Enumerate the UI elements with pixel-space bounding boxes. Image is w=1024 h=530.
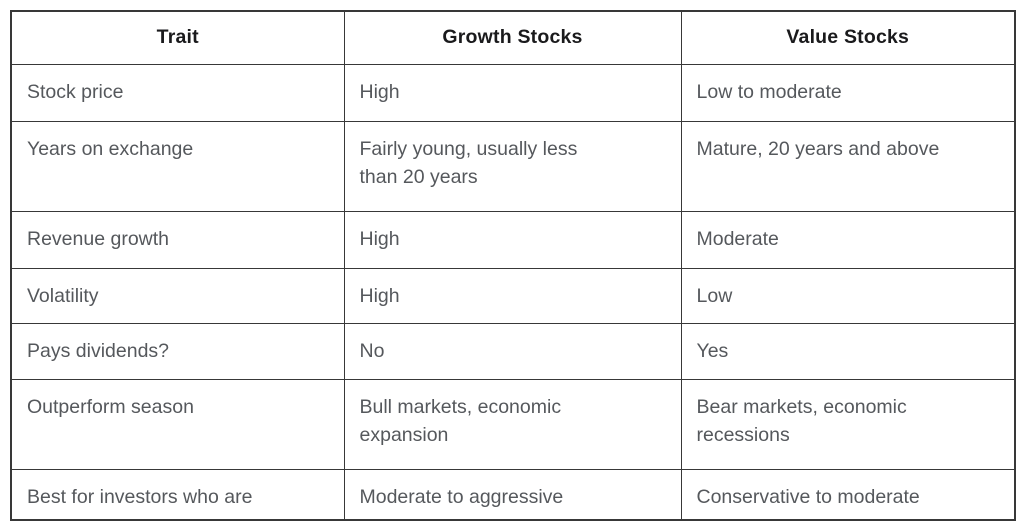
table-row: Years on exchange Fairly young, usually … bbox=[10, 120, 1016, 212]
cell-growth-stocks: No bbox=[343, 322, 682, 380]
comparison-table-container: Trait Growth Stocks Value Stocks Stock p… bbox=[10, 10, 1016, 521]
table-row: Volatility High Low bbox=[10, 267, 1016, 324]
table-row: Revenue growth High Moderate bbox=[10, 210, 1016, 269]
column-header-trait: Trait bbox=[10, 10, 345, 65]
header-row: Trait Growth Stocks Value Stocks bbox=[10, 10, 1016, 65]
cell-value-stocks: Yes bbox=[680, 322, 1016, 380]
table-row: Stock price High Low to moderate bbox=[10, 63, 1016, 122]
cell-growth-stocks: High bbox=[343, 210, 682, 269]
cell-value-stocks: Low to moderate bbox=[680, 63, 1016, 122]
cell-growth-stocks: Moderate to aggressive bbox=[343, 468, 682, 520]
cell-trait: Years on exchange bbox=[10, 120, 345, 212]
cell-value-stocks: Bear markets, economic recessions bbox=[680, 378, 1016, 470]
cell-growth-stocks: High bbox=[343, 63, 682, 122]
growth-vs-value-stocks-table: Trait Growth Stocks Value Stocks Stock p… bbox=[10, 10, 1016, 521]
cell-trait: Outperform season bbox=[10, 378, 345, 470]
cell-trait: Stock price bbox=[10, 63, 345, 122]
cell-trait: Volatility bbox=[10, 267, 345, 324]
cell-value-stocks: Low bbox=[680, 267, 1016, 324]
column-header-value-stocks: Value Stocks bbox=[680, 10, 1016, 65]
cell-growth-stocks: Bull markets, economic expansion bbox=[343, 378, 682, 470]
column-header-growth-stocks: Growth Stocks bbox=[343, 10, 682, 65]
cell-value-stocks: Mature, 20 years and above bbox=[680, 120, 1016, 212]
cell-growth-stocks: High bbox=[343, 267, 682, 324]
cell-trait: Best for investors who are bbox=[10, 468, 345, 520]
cell-trait: Pays dividends? bbox=[10, 322, 345, 380]
table-row: Best for investors who are Moderate to a… bbox=[10, 468, 1016, 520]
cell-value-stocks: Moderate bbox=[680, 210, 1016, 269]
cell-trait: Revenue growth bbox=[10, 210, 345, 269]
table-row: Outperform season Bull markets, economic… bbox=[10, 378, 1016, 470]
cell-growth-stocks: Fairly young, usually less than 20 years bbox=[343, 120, 682, 212]
table-row: Pays dividends? No Yes bbox=[10, 322, 1016, 380]
cell-value-stocks: Conservative to moderate bbox=[680, 468, 1016, 520]
